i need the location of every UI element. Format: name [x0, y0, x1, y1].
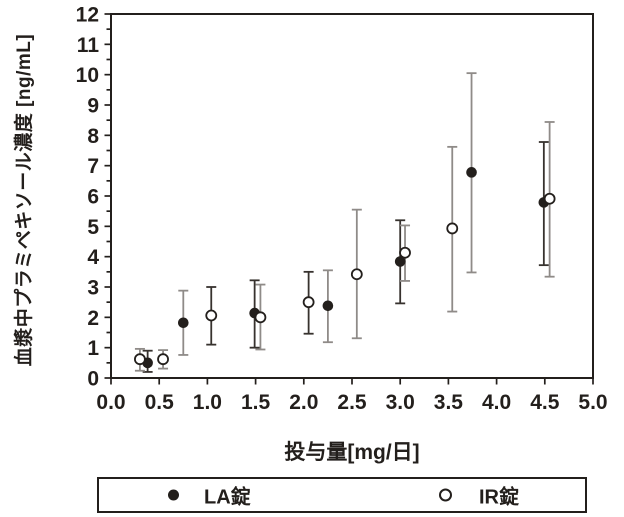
ir-data-point [543, 192, 556, 205]
y-tick-label: 11 [77, 34, 100, 57]
x-tick-label: 2.0 [289, 391, 318, 414]
x-tick-label: 0.5 [145, 391, 175, 414]
y-tick-label: 2 [87, 307, 99, 330]
ir-data-point [157, 353, 169, 366]
y-tick-label: 6 [87, 186, 99, 209]
y-tick-label: 10 [76, 64, 99, 87]
y-tick-label: 3 [87, 277, 99, 300]
legend-open-circle-icon [439, 488, 452, 502]
ir-data-point [350, 268, 363, 281]
ir-data-point [205, 309, 218, 322]
ir-data-point [446, 222, 459, 235]
y-tick-label: 9 [87, 95, 99, 118]
error-bars-la [142, 72, 549, 373]
legend-filled-circle-icon [168, 489, 179, 501]
series-ir [134, 192, 556, 366]
legend-label-la: LA錠 [204, 486, 251, 509]
x-tick-label: 4.5 [530, 391, 560, 414]
la-data-point [178, 317, 189, 329]
x-axis-title: 投与量[mg/日] [284, 441, 420, 464]
legend-label-ir: IR錠 [479, 486, 519, 509]
x-tick-label: 3.0 [386, 391, 415, 414]
legend: LA錠 IR錠 [97, 477, 587, 513]
y-tick-label: 4 [87, 246, 99, 269]
x-tick-label: 0.0 [96, 391, 125, 414]
x-tick-label: 1.0 [193, 391, 222, 414]
series-la [142, 167, 550, 369]
y-tick-label: 7 [87, 155, 99, 178]
ir-data-point [302, 296, 315, 309]
ir-data-point [254, 311, 267, 324]
x-axis: 0.0 0.5 1.0 1.5 2.0 2.5 3.0 3.5 4.0 4.5 5.0 [96, 378, 608, 414]
y-tick-label: 12 [76, 4, 99, 27]
la-data-point [322, 300, 334, 312]
y-tick-label: 0 [87, 368, 99, 391]
y-tick-label: 8 [87, 125, 99, 148]
la-data-point [394, 256, 406, 267]
x-tick-label: 2.5 [337, 391, 367, 414]
x-tick-label: 1.5 [241, 391, 271, 414]
x-tick-label: 3.5 [434, 391, 464, 414]
error-bars-ir [134, 121, 555, 372]
x-tick-label: 5.0 [578, 391, 607, 414]
ir-data-point [399, 246, 411, 259]
y-tick-label: 5 [87, 216, 99, 239]
y-tick-label: 1 [87, 337, 99, 360]
x-tick-label: 4.0 [482, 391, 511, 414]
ir-data-point [134, 353, 146, 366]
y-axis-title: 血漿中プラミペキソール濃度 [ng/mL] [14, 33, 35, 367]
la-data-point [466, 167, 477, 178]
